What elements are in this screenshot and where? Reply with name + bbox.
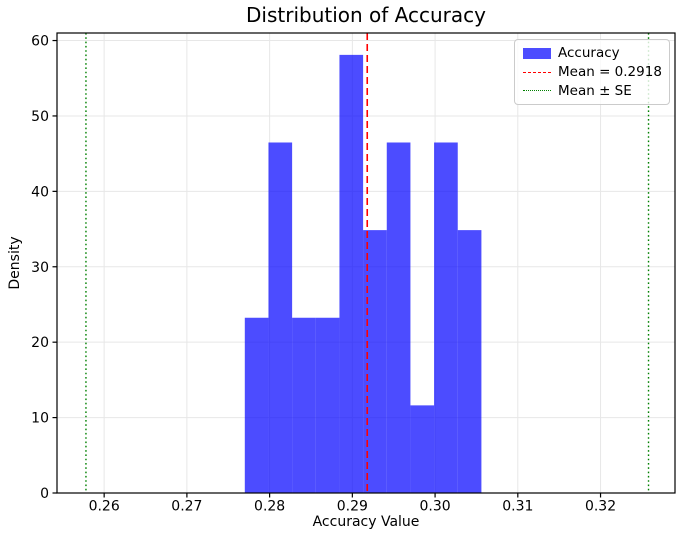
y-tick-label: 40 [31, 184, 49, 200]
histogram-bar [434, 142, 458, 493]
legend: Accuracy Mean = 0.2918 Mean ± SE [514, 39, 670, 105]
x-axis-label: Accuracy Value [312, 514, 420, 530]
legend-swatch-mean-dashed-line-icon [523, 71, 551, 73]
legend-swatch-se-dotted-line-icon [523, 90, 551, 92]
legend-item-accuracy: Accuracy [523, 44, 661, 63]
legend-item-mean: Mean = 0.2918 [523, 63, 662, 82]
y-tick-label: 30 [31, 260, 49, 276]
histogram-bar [339, 54, 364, 494]
legend-label-mean: Mean = 0.2918 [558, 64, 662, 80]
y-tick-label: 60 [31, 34, 49, 50]
x-tick-label: 0.29 [337, 499, 368, 515]
histogram-bar [268, 142, 293, 493]
y-tick-label: 20 [31, 335, 49, 351]
histogram-bar [457, 230, 482, 493]
x-tick-label: 0.27 [171, 499, 202, 515]
histogram-bar [292, 317, 316, 493]
legend-swatch-accuracy-patch-icon [523, 47, 551, 59]
x-tick-label: 0.30 [419, 499, 450, 515]
y-tick-label: 0 [40, 486, 49, 502]
y-tick-label: 10 [31, 411, 49, 427]
legend-item-se: Mean ± SE [523, 81, 661, 100]
x-tick-label: 0.32 [585, 499, 616, 515]
axes-frame [56, 32, 676, 494]
x-tick-label: 0.28 [254, 499, 285, 515]
x-tick-label: 0.31 [502, 499, 533, 515]
histogram-bar [386, 142, 411, 493]
histogram-bar [315, 317, 340, 493]
legend-label-se: Mean ± SE [558, 82, 632, 99]
histogram-bar [410, 405, 435, 493]
histogram-bar [244, 317, 269, 493]
y-axis-label: Density [7, 236, 23, 290]
legend-label-accuracy: Accuracy [558, 45, 620, 62]
histogram-bar [363, 230, 387, 493]
chart-title: Distribution of Accuracy [246, 3, 486, 27]
x-tick-label: 0.26 [89, 499, 120, 515]
y-tick-label: 50 [31, 109, 49, 125]
